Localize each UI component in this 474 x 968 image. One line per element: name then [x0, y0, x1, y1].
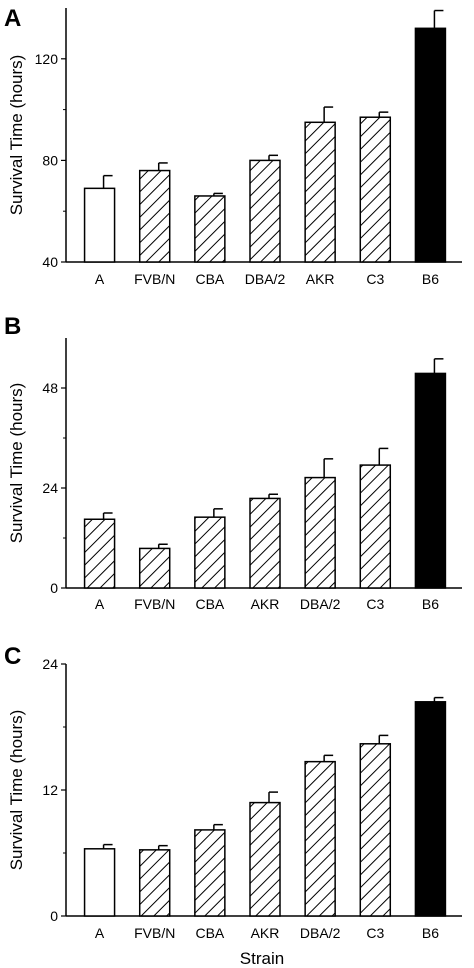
y-axis-label: Survival Time (hours) — [7, 55, 26, 216]
bar-fvb-n — [138, 849, 171, 917]
x-tick-label: FVB/N — [134, 925, 175, 941]
bar-dba-2 — [304, 476, 336, 589]
bar-a — [83, 518, 116, 589]
x-tick-label: CBA — [195, 271, 224, 287]
x-tick-label: C3 — [366, 925, 384, 941]
x-tick-label: C3 — [366, 596, 384, 612]
bar-c3 — [359, 464, 392, 589]
bar-dba-2 — [304, 760, 336, 917]
x-tick-label: AKR — [306, 271, 335, 287]
x-tick-label: FVB/N — [134, 271, 175, 287]
bar-akr — [304, 121, 336, 263]
bar-b6 — [414, 372, 447, 589]
x-tick-label: A — [95, 596, 105, 612]
y-tick-label: 12 — [42, 782, 58, 798]
y-tick-label: 48 — [42, 380, 58, 396]
bar-fvb-n — [138, 169, 171, 263]
x-axis-label: Strain — [240, 949, 284, 968]
bar-cba — [194, 195, 226, 263]
x-tick-label: C3 — [366, 271, 384, 287]
y-tick-label: 24 — [42, 656, 58, 672]
chart-panel-a: 40 80 120 Survival Time (hours) A FVB/N CBA DBA… — [7, 8, 462, 287]
bar-fvb-n — [138, 547, 171, 589]
y-tick-label: 120 — [35, 51, 59, 67]
x-tick-label: B6 — [422, 925, 439, 941]
x-tick-label: B6 — [422, 271, 439, 287]
x-tick-label: A — [95, 271, 105, 287]
y-tick-label: 40 — [42, 254, 58, 270]
x-tick-label: AKR — [251, 596, 280, 612]
y-axis-label: Survival Time (hours) — [7, 710, 26, 871]
x-tick-label: FVB/N — [134, 596, 175, 612]
bar-akr — [249, 497, 281, 589]
panel-letter-c: C — [4, 643, 21, 670]
panel-letter-b: B — [4, 313, 21, 340]
chart-panel-c: 0 12 24 Survival Time (hours) A FVB/N CBA AKR DB… — [7, 656, 462, 941]
x-tick-label: CBA — [195, 596, 224, 612]
bar-b6 — [414, 27, 447, 263]
x-tick-label: A — [95, 925, 105, 941]
panel-letter-a: A — [4, 5, 21, 32]
x-tick-label: DBA/2 — [300, 925, 341, 941]
x-tick-label: B6 — [422, 596, 439, 612]
y-tick-label: 0 — [50, 908, 58, 924]
x-tick-label: CBA — [195, 925, 224, 941]
bar-cba — [194, 516, 226, 589]
y-tick-label: 80 — [42, 152, 58, 168]
x-tick-label: AKR — [251, 925, 280, 941]
chart-panel-b: 0 24 48 Survival Time (hours) A FVB/N CBA AKR DB… — [7, 338, 462, 612]
y-tick-label: 0 — [50, 580, 58, 596]
bar-a — [83, 848, 116, 917]
bar-a — [83, 187, 116, 263]
bar-dba-2 — [249, 159, 281, 263]
bar-c3 — [359, 743, 392, 917]
y-axis-label: Survival Time (hours) — [7, 383, 26, 544]
x-tick-label: DBA/2 — [245, 271, 286, 287]
bar-akr — [249, 801, 281, 917]
y-tick-label: 24 — [42, 480, 58, 496]
x-tick-label: DBA/2 — [300, 596, 341, 612]
bar-c3 — [359, 116, 392, 263]
bar-cba — [194, 829, 226, 917]
bar-b6 — [414, 701, 447, 917]
